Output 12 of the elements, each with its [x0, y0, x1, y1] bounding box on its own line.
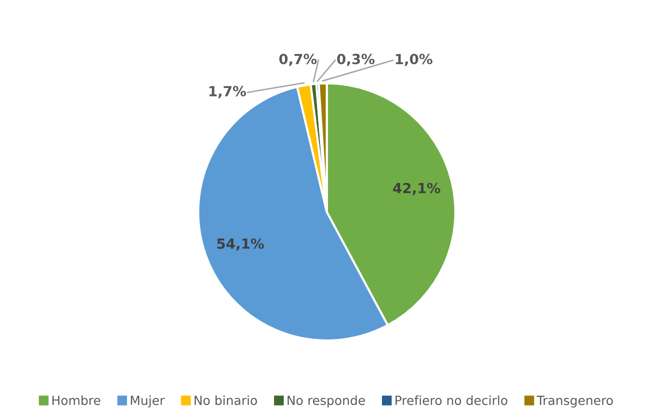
legend-label: No binario: [194, 395, 257, 406]
data-label: 1,0%: [396, 54, 432, 66]
data-label: 42,1%: [393, 182, 440, 196]
data-label: 0,3%: [337, 54, 375, 66]
data-label: 1,7%: [209, 86, 246, 98]
legend-label: Hombre: [52, 395, 100, 406]
legend-label: No responde: [288, 395, 365, 408]
data-label: 54,1%: [217, 238, 264, 251]
data-label: 0,7%: [279, 54, 317, 66]
legend-label: Prefiero no decirlo: [396, 395, 508, 406]
legend-label: Transgenero: [536, 396, 613, 408]
legend-label: Mujer: [130, 395, 165, 408]
